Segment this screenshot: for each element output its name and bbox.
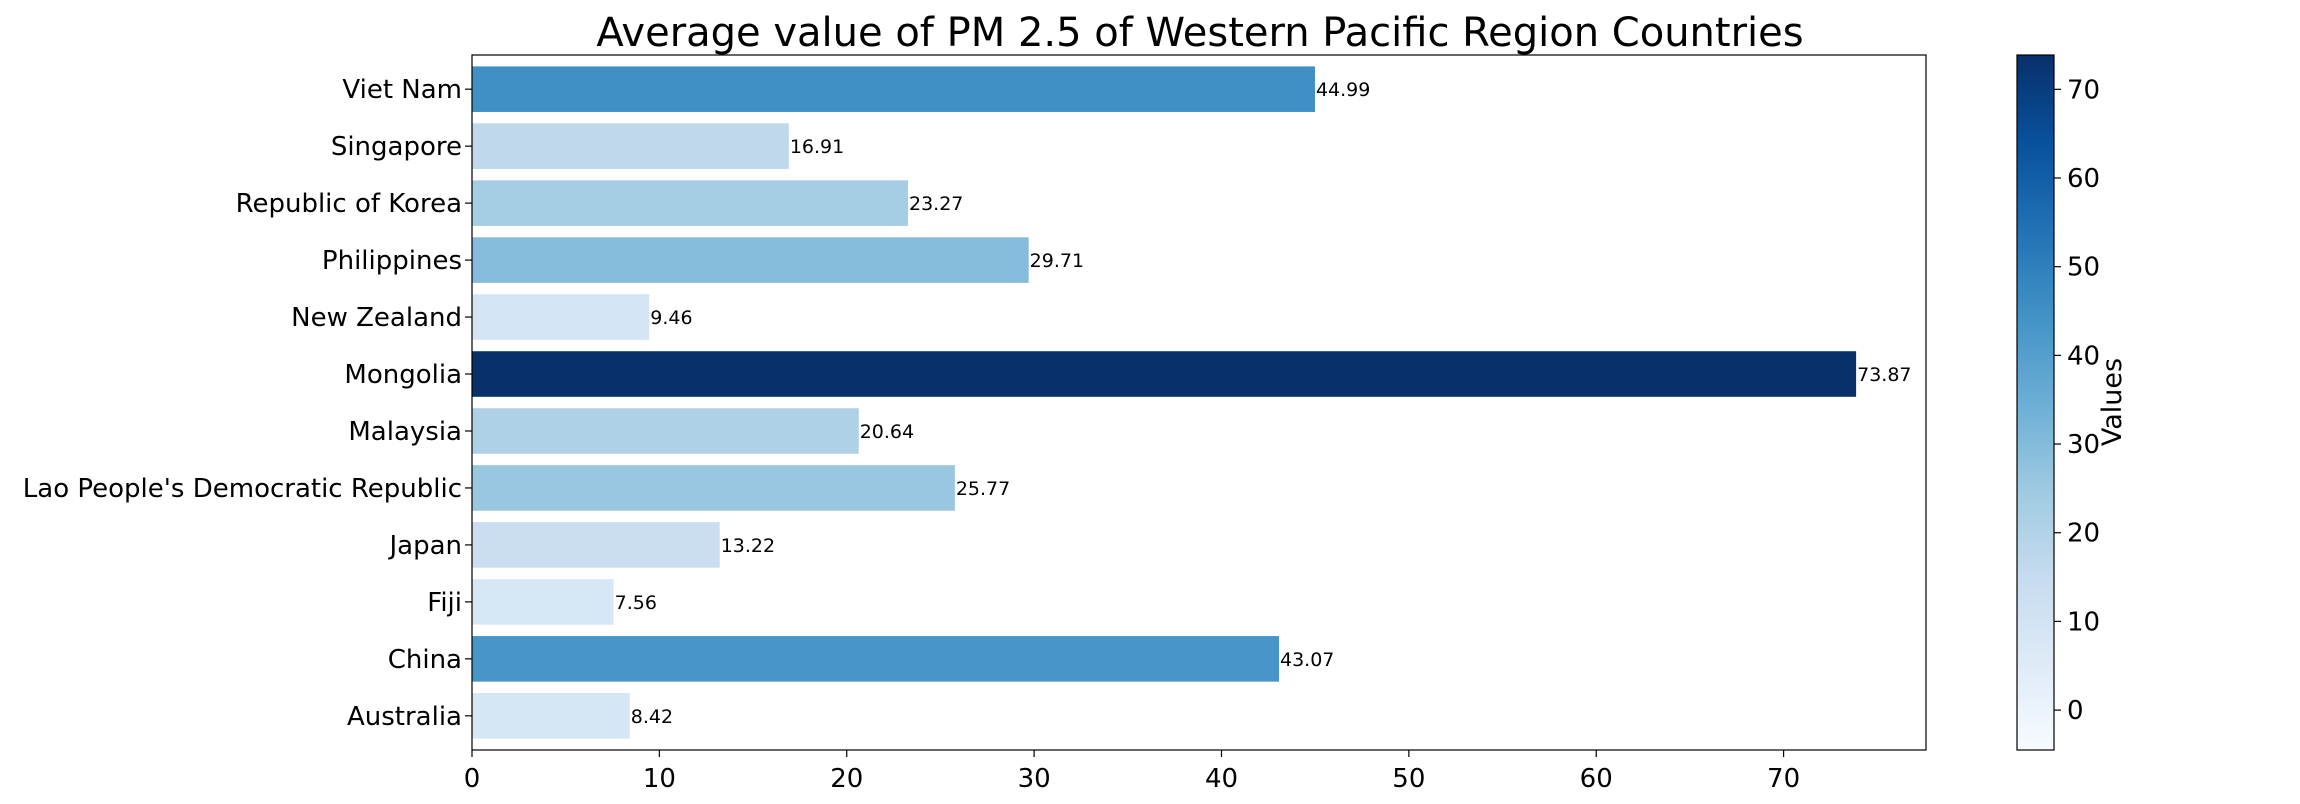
colorbar-tick-label: 70 [2067,75,2100,105]
bar-viet-nam [472,66,1315,112]
y-tick-label: Philippines [322,246,462,276]
bar-mongolia [472,351,1857,397]
bar-australia [472,693,630,739]
data-label: 16.91 [790,136,844,158]
y-tick-label: Republic of Korea [236,189,462,219]
data-label: 25.77 [956,478,1010,500]
bar-singapore [472,123,789,169]
data-label: 20.64 [860,421,914,443]
colorbar-tick-label: 40 [2067,341,2100,371]
bar-fiji [472,579,614,625]
data-label: 8.42 [631,706,673,728]
y-tick-label: Malaysia [348,417,462,447]
bar-philippines [472,237,1029,283]
bar-japan [472,522,720,568]
y-tick-label: China [388,645,462,675]
data-label: 29.71 [1030,250,1084,272]
x-tick-label: 0 [464,764,481,794]
y-tick-label: Lao People's Democratic Republic [23,474,462,504]
colorbar-tick-label: 50 [2067,253,2100,283]
colorbar-tick-label: 10 [2067,607,2100,637]
data-label: 9.46 [650,307,692,329]
y-tick-label: Australia [347,702,462,732]
data-label: 23.27 [909,193,963,215]
y-tick-label: Singapore [331,132,462,162]
y-tick-label: New Zealand [291,303,462,333]
bar-republic-of-korea [472,180,909,226]
y-tick-label: Japan [387,531,462,561]
x-tick-label: 60 [1580,764,1613,794]
y-tick-label: Fiji [427,588,462,618]
x-tick-label: 50 [1392,764,1425,794]
bar-lao-people-s-democratic-republic [472,465,955,511]
colorbar: 0 10 20 30 40 50 60 70 Values [2016,54,2128,751]
bar-malaysia [472,408,859,454]
colorbar-tick-label: 30 [2067,430,2100,460]
data-label: 7.56 [615,592,657,614]
x-tick-label: 10 [643,764,676,794]
data-label: 73.87 [1857,364,1911,386]
data-label: 43.07 [1280,649,1334,671]
x-tick-label: 30 [1018,764,1051,794]
colorbar-tick-label: 20 [2067,519,2100,549]
colorbar-label: Values [2097,358,2128,446]
plot-frame [471,54,1927,751]
chart-title: Average value of PM 2.5 of Western Pacif… [596,10,1803,56]
bar-new-zealand [472,294,650,340]
data-label: 44.99 [1316,79,1370,101]
colorbar-gradient [2016,54,2055,751]
bar-china [472,636,1280,682]
colorbar-tick-label: 0 [2067,696,2084,726]
colorbar-tick-label: 60 [2067,164,2100,194]
data-label: 13.22 [721,535,775,557]
x-tick-label: 20 [830,764,863,794]
y-tick-label: Mongolia [344,360,462,390]
y-tick-label: Viet Nam [342,75,462,105]
plot-area: 8.42 Australia 43.07 China 7.56 Fiji 13.22 Japa… [23,54,1927,794]
x-tick-label: 40 [1205,764,1238,794]
x-tick-label: 70 [1767,764,1800,794]
